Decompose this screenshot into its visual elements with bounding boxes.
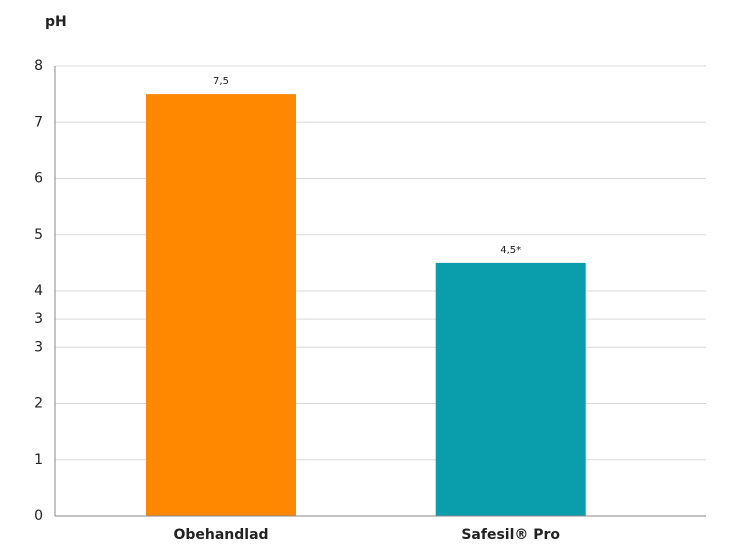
chart-title: pH <box>45 14 67 30</box>
value-label: 7,5 <box>213 76 229 87</box>
y-tick-label: 7 <box>34 114 43 130</box>
x-tick-label: Safesil® Pro <box>461 527 560 543</box>
x-tick-label: Obehandlad <box>173 527 268 543</box>
y-tick-label: 1 <box>34 452 43 468</box>
y-tick-label: 5 <box>34 227 43 243</box>
y-tick-label: 0 <box>34 508 43 524</box>
y-tick-label: 8 <box>34 58 43 74</box>
bar <box>146 94 297 516</box>
bar <box>435 262 586 516</box>
y-tick-label: 2 <box>34 396 43 412</box>
y-tick-label: 4 <box>34 283 43 299</box>
y-tick-label: 6 <box>34 171 43 187</box>
y-tick-label: 3 <box>34 339 43 355</box>
y-tick-label: 3 <box>34 311 43 327</box>
value-label: 4,5* <box>500 245 521 256</box>
